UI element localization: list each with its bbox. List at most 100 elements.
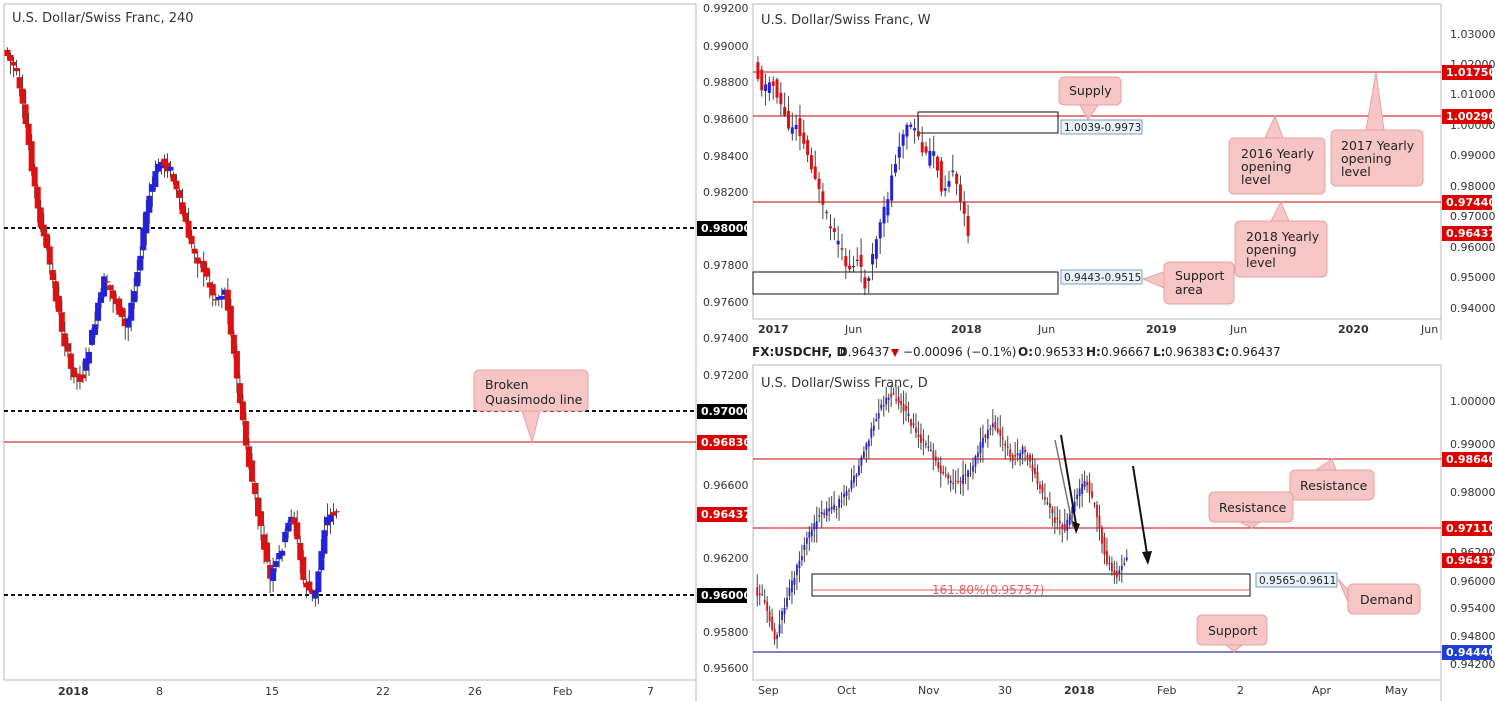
candle-body — [928, 150, 932, 166]
candle-body — [905, 124, 909, 137]
weekly-date-label: Jun — [1229, 323, 1247, 336]
candle-body — [916, 131, 920, 137]
candle-body — [206, 282, 213, 288]
candle-body — [227, 305, 234, 335]
candle-body — [1019, 453, 1022, 460]
candle-body — [215, 297, 222, 300]
daily-callout-demand: Demand — [1337, 578, 1421, 615]
candle-body — [152, 171, 159, 188]
candle-body — [52, 281, 59, 302]
candle-body — [1088, 481, 1091, 494]
candle-body — [1118, 570, 1121, 574]
callout-pointer — [1365, 71, 1385, 131]
candle-body — [895, 399, 898, 401]
info-close-label: C: — [1216, 345, 1230, 359]
daily-tick-label: 0.98000 — [1450, 486, 1496, 499]
candle-body — [89, 329, 96, 345]
h4-tick-label: 0.97200 — [703, 369, 749, 382]
candle-body — [64, 343, 71, 352]
grey-arrow-line — [1054, 439, 1074, 528]
candle-body — [934, 456, 937, 461]
h4-tag-box — [697, 221, 747, 236]
daily-date-label: Oct — [837, 684, 857, 697]
candle-body — [947, 474, 950, 479]
h4-plot-frame — [3, 3, 697, 681]
candle-body — [832, 228, 836, 232]
candle-body — [16, 77, 23, 89]
candle-body — [34, 186, 41, 209]
candle-body — [324, 517, 331, 526]
candle-body — [212, 299, 219, 301]
h4-tick-label: 0.98800 — [703, 76, 749, 89]
candle-body — [300, 556, 307, 580]
weekly-date-label: 2018 — [951, 323, 982, 336]
candle-body — [55, 295, 62, 312]
candle-body — [915, 427, 917, 433]
candle-body — [164, 162, 171, 172]
candle-body — [952, 482, 955, 485]
h4-tick-label: 0.98400 — [703, 150, 749, 163]
candle-body — [964, 474, 967, 476]
weekly-date-label: Jun — [1420, 323, 1438, 336]
candle-body — [775, 79, 779, 98]
callout-pointer — [1079, 104, 1099, 121]
candle-body — [793, 577, 796, 585]
candle-body — [294, 522, 301, 540]
candle-body — [104, 281, 111, 283]
candle-body — [67, 353, 74, 369]
candle-body — [833, 504, 836, 510]
daily-date-label: 30 — [998, 684, 1012, 697]
daily-tag-box — [1442, 521, 1492, 536]
candle-body — [209, 284, 216, 296]
h4-candles — [4, 47, 340, 607]
candle-body — [92, 324, 99, 335]
candle-body — [182, 212, 189, 222]
weekly-tick-label: 1.01000 — [1450, 88, 1496, 101]
weekly-date-ticks: 2017 Jun 2018 Jun 2019 Jun 2020 Jun — [758, 323, 1438, 336]
candle-body — [1073, 501, 1076, 512]
candle-body — [1068, 514, 1071, 525]
callout-line: opening — [1341, 151, 1392, 166]
candle-body — [1004, 443, 1007, 446]
candle-body — [858, 465, 860, 475]
daily-tag-box — [1442, 645, 1492, 660]
candle-body — [230, 334, 237, 354]
candle-body — [900, 400, 902, 405]
candle-body — [764, 84, 768, 92]
candle-body — [143, 211, 150, 234]
candle-body — [848, 265, 852, 270]
candle-body — [276, 553, 283, 560]
candle-body — [877, 413, 880, 419]
candle-body — [137, 255, 144, 271]
candle-body — [939, 160, 943, 192]
h4-tag-label: 0.97000 — [701, 405, 751, 418]
daily-tag-label: 0.96437 — [1446, 554, 1496, 567]
candle-body — [974, 455, 977, 467]
info-open-label: O: — [1018, 345, 1033, 359]
candle-body — [848, 490, 850, 492]
h4-date-label: 26 — [468, 685, 482, 698]
info-high-label: H: — [1086, 345, 1101, 359]
candle-body — [318, 551, 325, 571]
candle-body — [913, 128, 917, 131]
candle-body — [1053, 517, 1056, 523]
candle-body — [865, 443, 868, 450]
candle-body — [330, 512, 337, 516]
candle-body — [867, 440, 870, 447]
candle-body — [860, 457, 863, 466]
candle-body — [951, 170, 955, 173]
candle-body — [70, 367, 77, 378]
arrow-head-icon — [1142, 551, 1152, 565]
weekly-date-label: Jun — [1037, 323, 1055, 336]
candle-body — [4, 49, 11, 57]
daily-tag-box — [1442, 553, 1492, 568]
candle-body — [86, 351, 92, 364]
candle-body — [98, 292, 105, 303]
candle-body — [291, 517, 298, 525]
candle-body — [922, 439, 925, 441]
h4-price-ticks: 0.99200 0.99000 0.98800 0.98600 0.98400 … — [703, 2, 749, 675]
candle-body — [815, 521, 818, 529]
candle-body — [1083, 480, 1086, 487]
weekly-callout-2016-yearly: 2016 Yearly opening level — [1228, 114, 1326, 195]
candle-body — [7, 54, 14, 61]
